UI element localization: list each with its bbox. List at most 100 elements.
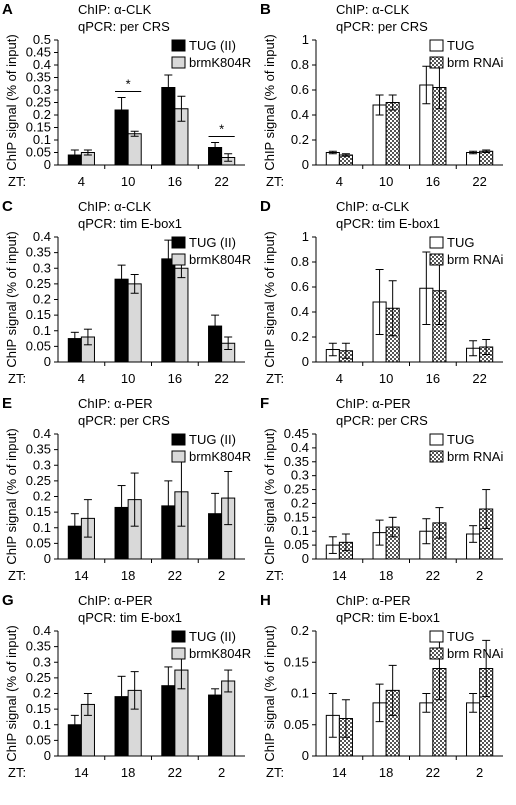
error-bar [341,699,350,738]
error-bar [422,518,431,545]
error-bar [211,314,220,338]
panel-letter: C [2,198,13,215]
x-tick-label: 10 [121,174,135,189]
y-tick-label: 0.25 [26,95,51,110]
x-tick-label: 16 [168,371,182,386]
error-bar [70,714,79,735]
y-tick-label: 0.25 [284,482,309,497]
y-tick-label: 0.15 [26,120,51,135]
panel-title: ChIP: α-PER [78,396,153,411]
y-tick-label: 0.05 [26,535,51,550]
y-axis-label: ChIP signal (% of input) [4,34,19,170]
error-bar [422,65,431,105]
error-bar [70,331,79,346]
error-bar [328,536,337,554]
x-axis-label: ZT: [8,765,26,780]
error-bar [164,239,173,279]
error-bar [328,693,337,738]
legend-swatch [171,39,186,52]
x-tick-label: 16 [426,371,440,386]
panel-subtitle: qPCR: tim E-box1 [336,610,440,625]
x-tick-label: 14 [332,568,346,583]
y-tick-label: 0.3 [33,260,51,275]
y-tick-label: 0.45 [26,45,51,60]
error-bar [469,525,478,543]
x-axis-label: ZT: [266,765,284,780]
y-tick-label: 0.8 [291,57,309,72]
error-bar [117,485,126,530]
error-bar [211,492,220,535]
error-bar [83,328,92,346]
x-axis-label: ZT: [8,568,26,583]
legend-label: TUG (II) [189,235,236,250]
y-tick-label: 0.4 [33,623,51,638]
error-bar [482,339,491,355]
error-bar [482,149,491,153]
legend-label: brm RNAi [447,55,503,70]
y-tick-label: 0.15 [26,701,51,716]
legend-label: brm RNAi [447,449,503,464]
legend-label: TUG (II) [189,629,236,644]
x-tick-label: 4 [78,371,85,386]
x-tick-label: 2 [218,765,225,780]
panel-subtitle: qPCR: tim E-box1 [336,216,440,231]
y-tick-label: 0 [44,748,51,763]
error-bar [224,336,233,350]
x-tick-label: 22 [426,568,440,583]
x-tick-label: 2 [218,568,225,583]
error-bar [130,274,139,294]
y-tick-label: 0.1 [33,717,51,732]
bar [325,152,340,166]
x-tick-label: 22 [426,765,440,780]
error-bar [83,693,92,716]
x-tick-label: 18 [379,568,393,583]
panel-letter: E [2,395,12,412]
y-tick-label: 0.05 [26,732,51,747]
y-tick-label: 0.5 [33,32,51,47]
bar [479,150,494,166]
error-bar [482,639,491,698]
y-tick-label: 0.15 [284,654,309,669]
panel-subtitle: qPCR: per CRS [78,413,170,428]
y-tick-label: 0.3 [33,654,51,669]
error-bar [422,251,431,325]
error-bar [328,150,337,155]
error-bar [164,666,173,705]
y-tick-label: 0.3 [291,468,309,483]
y-tick-label: 0 [302,157,309,172]
y-tick-label: 0.05 [26,338,51,353]
significance-mark: * [126,77,131,92]
x-tick-label: 10 [121,371,135,386]
error-bar [130,130,139,137]
y-tick-label: 0.35 [26,245,51,260]
bar [208,694,223,757]
x-tick-label: 22 [472,174,486,189]
error-bar [83,149,92,156]
y-tick-label: 0.05 [284,717,309,732]
x-tick-label: 22 [168,765,182,780]
y-axis-label: ChIP signal (% of input) [4,428,19,564]
panel-letter: B [260,1,271,18]
x-tick-label: 22 [472,371,486,386]
error-bar [224,153,233,162]
error-bar [224,471,233,526]
legend-label: brm RNAi [447,252,503,267]
y-tick-label: 0.2 [291,495,309,510]
y-tick-label: 0 [302,748,309,763]
x-tick-label: 10 [379,371,393,386]
error-bar [388,280,397,337]
panel-subtitle: qPCR: tim E-box1 [78,216,182,231]
x-tick-label: 4 [336,174,343,189]
legend-label: brmK804R [189,449,251,464]
y-tick-label: 0.05 [26,145,51,160]
y-tick-label: 0.35 [284,454,309,469]
y-tick-label: 0.2 [291,329,309,344]
y-tick-label: 0.1 [33,520,51,535]
bar [385,102,400,166]
x-tick-label: 16 [168,174,182,189]
panel-title: ChIP: α-CLK [78,2,152,17]
legend-label: brm RNAi [447,646,503,661]
x-tick-label: 14 [74,568,88,583]
y-tick-label: 0.15 [26,504,51,519]
error-bar [164,480,173,532]
